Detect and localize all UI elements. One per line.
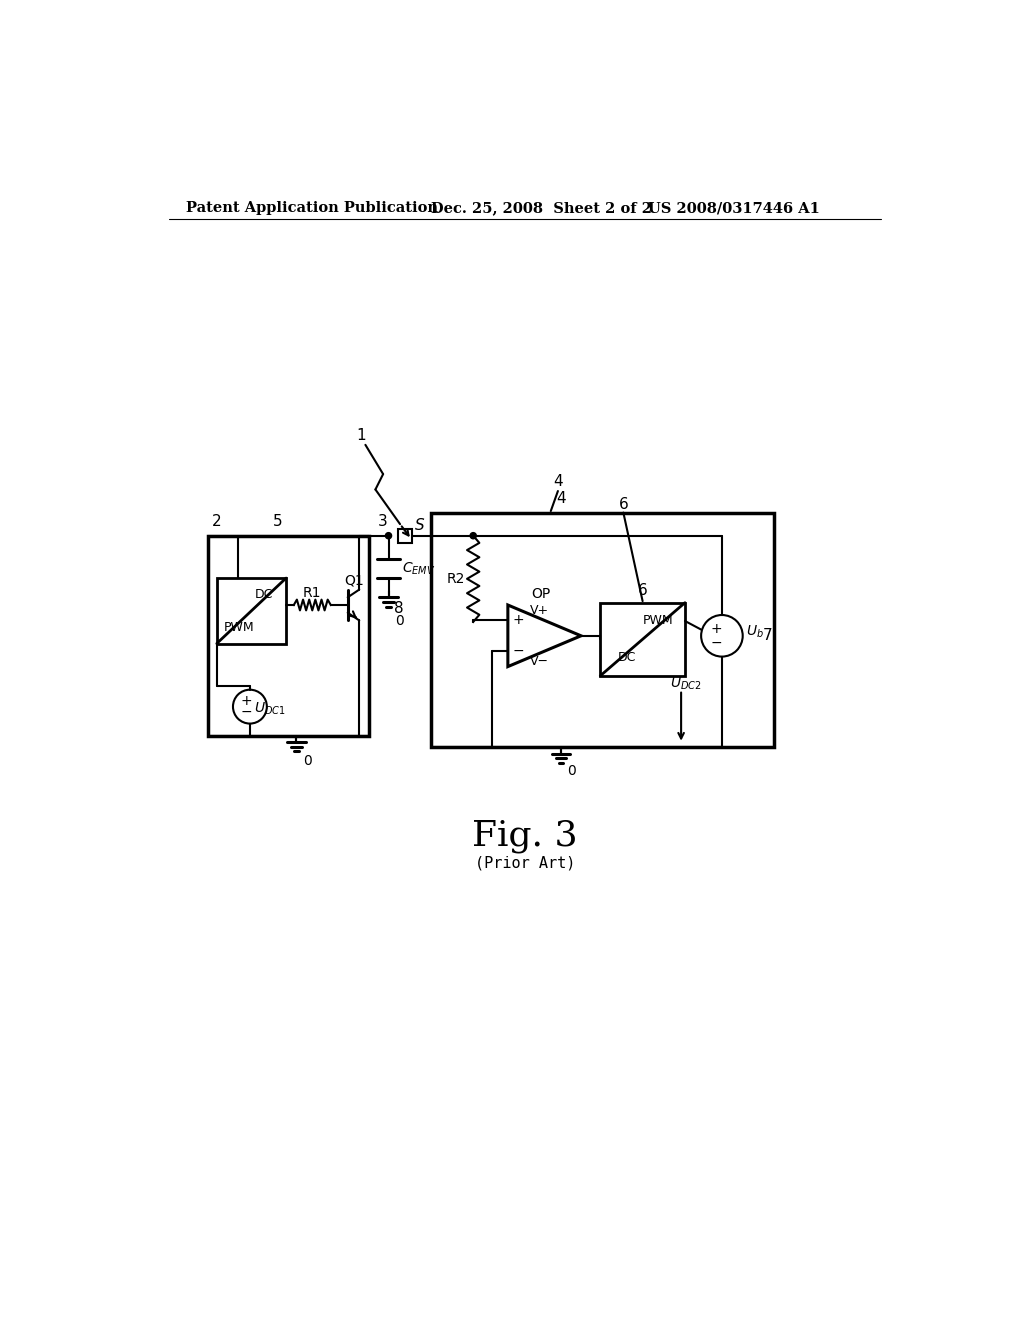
Text: V+: V+ [529,603,549,616]
Text: $U_{DC1}$: $U_{DC1}$ [254,701,286,717]
Bar [397,529,412,543]
Text: Patent Application Publication: Patent Application Publication [186,202,438,215]
Circle shape [385,532,391,539]
Text: 6: 6 [638,583,647,598]
Circle shape [470,532,476,539]
Bar [600,603,685,676]
Text: −: − [241,705,252,719]
Text: OP: OP [531,587,551,601]
Text: 8: 8 [394,602,404,616]
Bar [208,536,370,737]
Text: 0: 0 [567,763,577,777]
Text: $U_b$: $U_b$ [745,624,764,640]
Text: DC: DC [255,587,273,601]
Text: R2: R2 [447,572,466,586]
Text: 1: 1 [356,428,367,444]
Text: S: S [415,519,424,533]
Text: 2: 2 [211,515,221,529]
Text: $C_{EMV}$: $C_{EMV}$ [402,560,436,577]
Text: 7: 7 [763,628,772,643]
Text: 0: 0 [395,614,403,628]
Text: 0: 0 [303,754,311,767]
Text: 4: 4 [556,491,566,507]
Text: +: + [513,614,524,627]
Text: Q1: Q1 [344,573,364,587]
Text: R1: R1 [303,586,322,599]
Text: PWM: PWM [642,615,673,627]
Text: V−: V− [529,655,549,668]
Text: US 2008/0317446 A1: US 2008/0317446 A1 [648,202,820,215]
Text: +: + [711,622,722,636]
Text: 4: 4 [553,474,563,490]
Text: −: − [513,644,524,659]
Text: 3: 3 [378,515,387,529]
Bar [431,512,773,747]
Text: −: − [711,636,722,649]
Text: Dec. 25, 2008  Sheet 2 of 2: Dec. 25, 2008 Sheet 2 of 2 [431,202,652,215]
Text: 5: 5 [273,515,283,529]
Text: Fig. 3: Fig. 3 [472,818,578,853]
Text: $U_{DC2}$: $U_{DC2}$ [670,676,701,692]
Bar [217,578,286,644]
Text: 6: 6 [618,498,629,512]
Text: (Prior Art): (Prior Art) [474,855,575,870]
Text: +: + [241,694,252,709]
Text: PWM: PWM [223,620,254,634]
Text: DC: DC [618,651,637,664]
